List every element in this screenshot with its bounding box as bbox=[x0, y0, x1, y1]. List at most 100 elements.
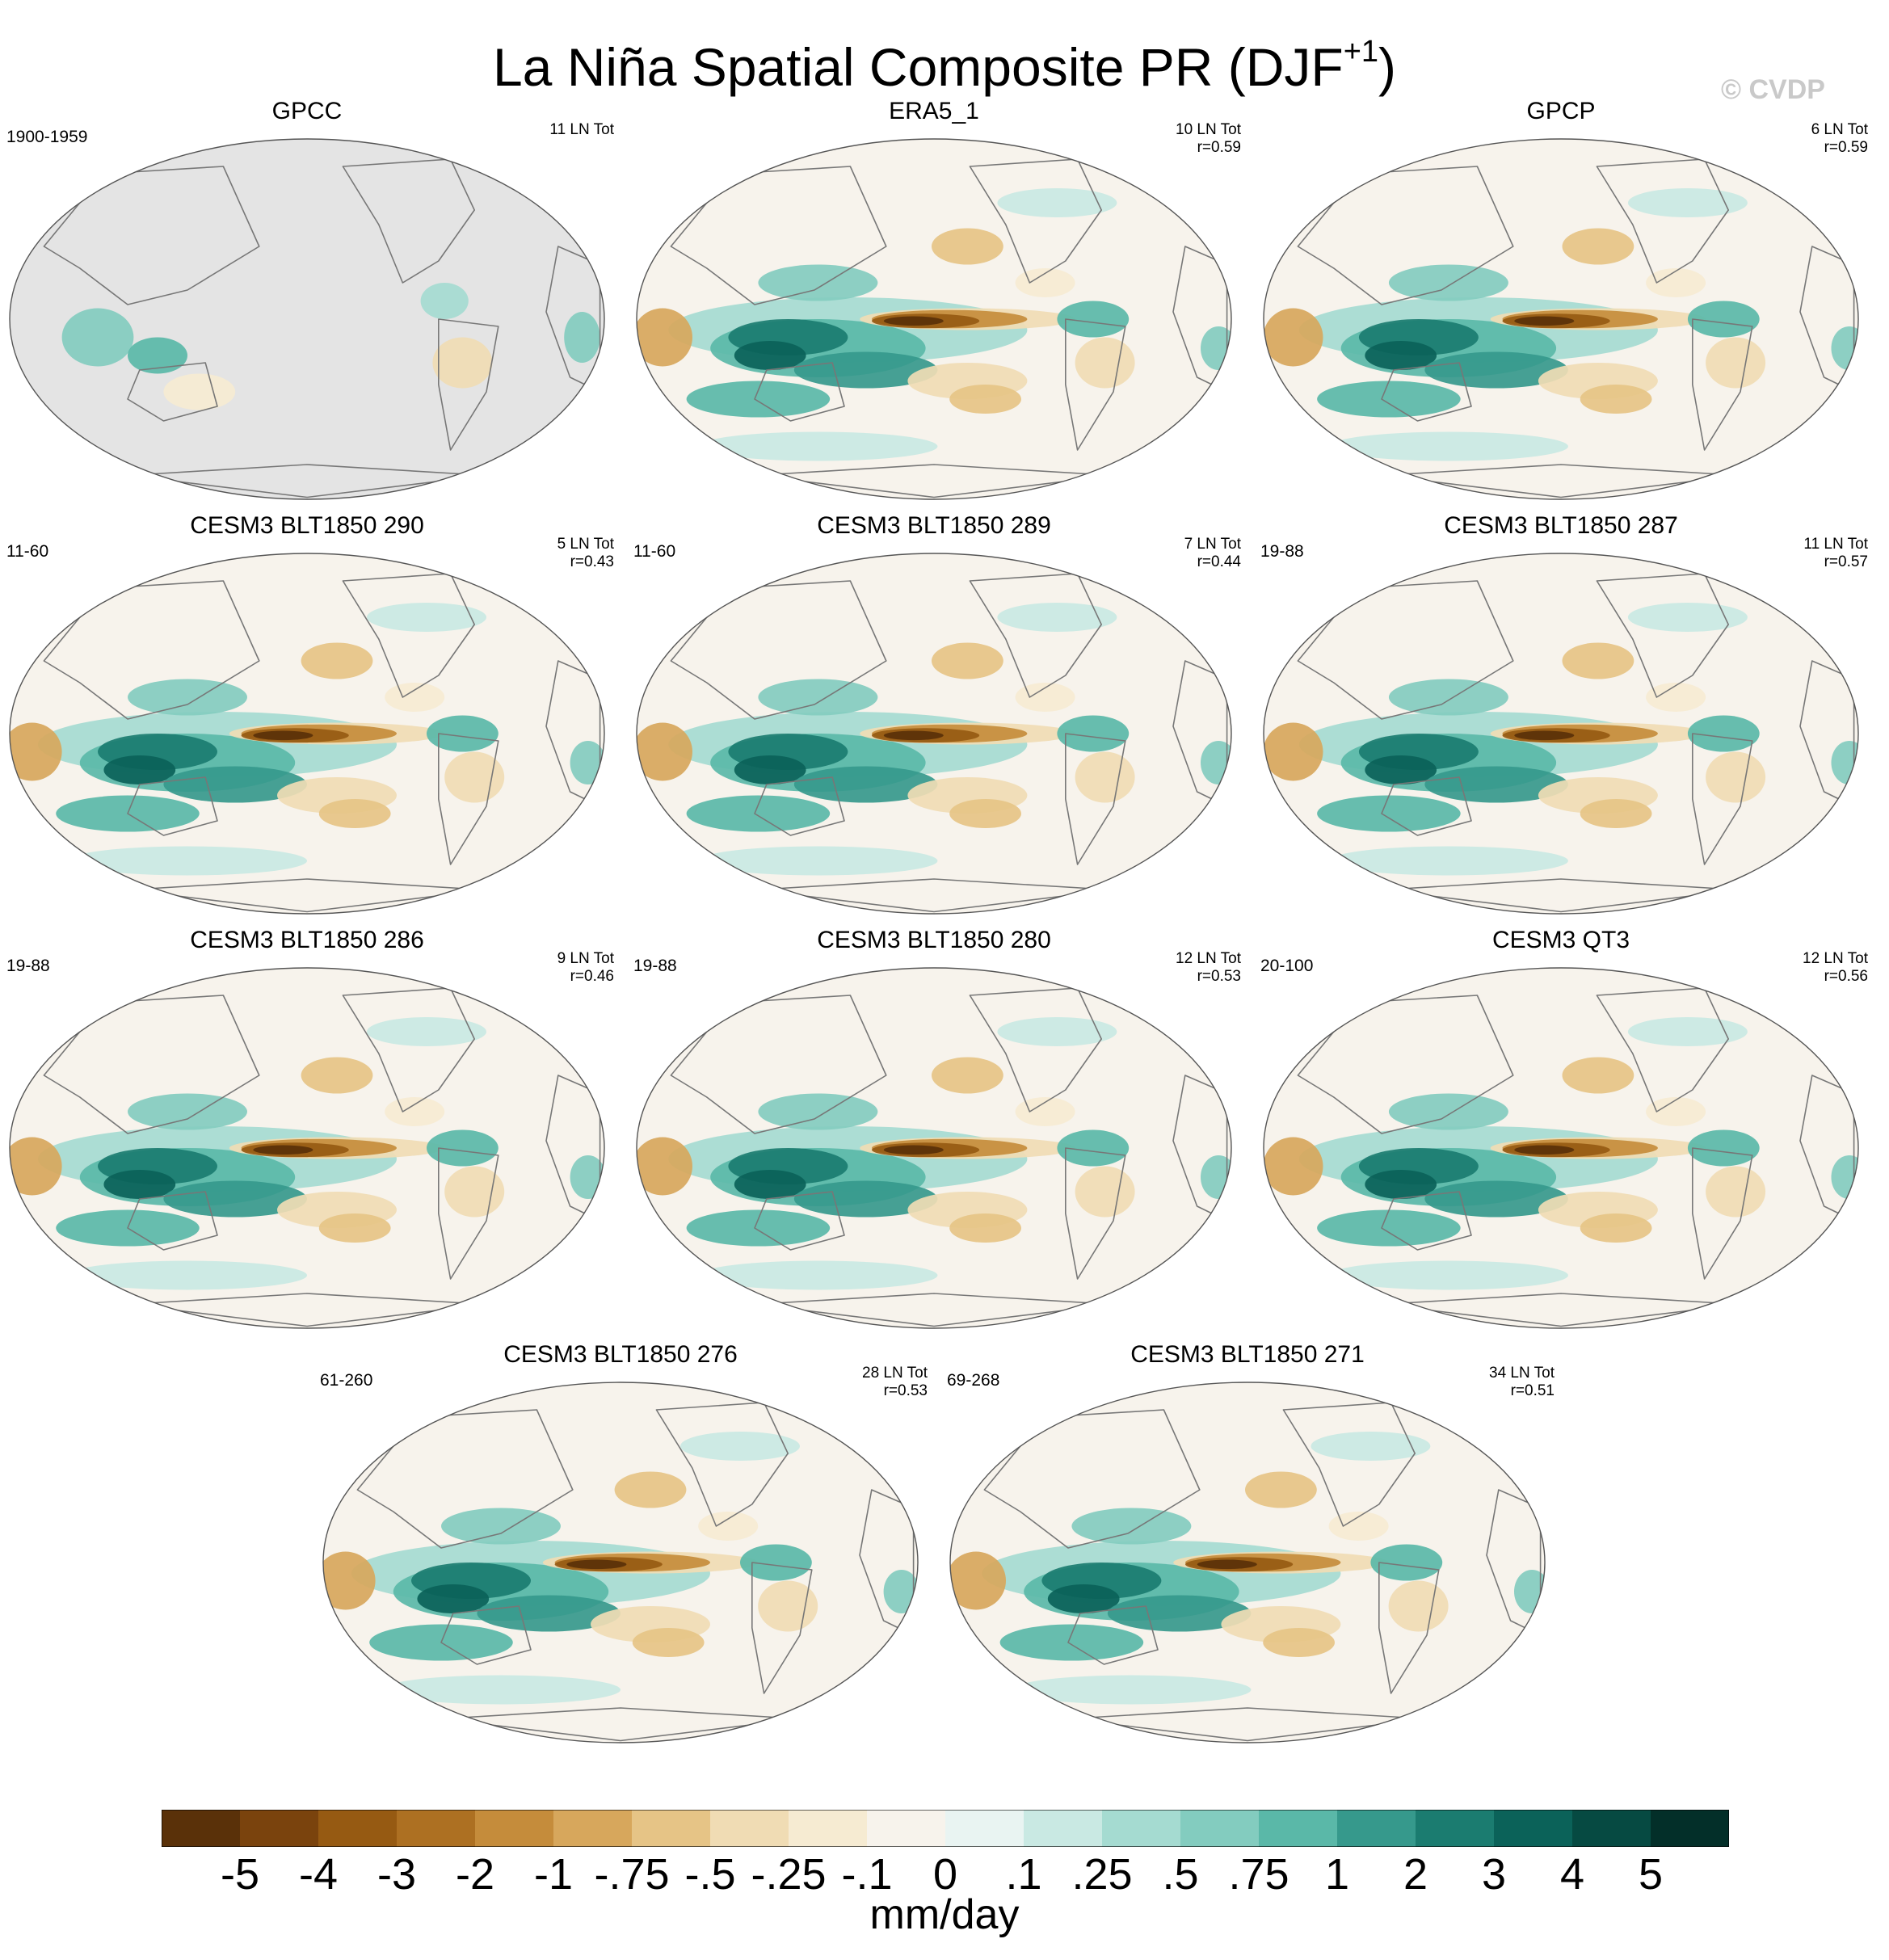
anomaly-region bbox=[10, 1137, 62, 1196]
map-outline bbox=[1263, 553, 1859, 915]
colorbar-swatch bbox=[1494, 1810, 1573, 1847]
panel-count-text: 11 LN Tot bbox=[1803, 536, 1868, 553]
panel-count-text: 9 LN Tot bbox=[557, 950, 614, 967]
map-outline bbox=[636, 967, 1232, 1329]
anomaly-region bbox=[1646, 268, 1706, 297]
colorbar-units: mm/day bbox=[869, 1891, 1020, 1938]
panel-correlation: r=0.56 bbox=[1824, 968, 1868, 985]
map-panel: CESM3 BLT1850 276 61-260 28 LN Tot r=0.53 bbox=[313, 1340, 928, 1744]
colorbar-swatch bbox=[1259, 1810, 1338, 1847]
anomaly-region bbox=[1263, 1628, 1335, 1657]
anomaly-region bbox=[103, 755, 176, 784]
anomaly-region bbox=[1317, 381, 1461, 418]
panel-years: 11-60 bbox=[6, 542, 49, 561]
anomaly-region bbox=[367, 1017, 486, 1046]
anomaly-region bbox=[128, 679, 247, 716]
anomaly-region bbox=[793, 1180, 938, 1218]
colorbar-swatch bbox=[945, 1810, 1024, 1847]
anomaly-region bbox=[637, 722, 692, 781]
colorbar-swatch bbox=[867, 1810, 946, 1847]
anomaly-region bbox=[734, 755, 806, 784]
anomaly-region bbox=[997, 188, 1117, 217]
anomaly-region bbox=[1328, 1512, 1389, 1541]
anomaly-region bbox=[1687, 715, 1760, 752]
precip-map bbox=[322, 1382, 919, 1743]
anomaly-region bbox=[698, 431, 938, 461]
panel-title: ERA5_1 bbox=[889, 98, 979, 124]
anomaly-region bbox=[381, 1675, 621, 1705]
anomaly-region bbox=[1264, 308, 1323, 367]
colorbar-tick-label: 0 bbox=[932, 1850, 958, 1899]
anomaly-region bbox=[1388, 679, 1508, 716]
anomaly-region bbox=[1370, 1544, 1443, 1581]
anomaly-region bbox=[163, 766, 307, 803]
anomaly-region bbox=[417, 1584, 490, 1613]
anomaly-region bbox=[1627, 188, 1748, 217]
panel-correlation: r=0.51 bbox=[1510, 1382, 1555, 1399]
anomaly-region bbox=[1627, 1017, 1748, 1046]
map-panel: CESM3 BLT1850 271 69-268 34 LN Tot r=0.51 bbox=[940, 1340, 1555, 1744]
anomaly-region bbox=[1047, 1584, 1120, 1613]
colorbar-swatch bbox=[240, 1810, 319, 1847]
colorbar-tick-label: -.5 bbox=[684, 1850, 736, 1899]
panel-count-text: 11 LN Tot bbox=[549, 121, 614, 138]
cvdp-credit: © CVDP bbox=[1721, 74, 1825, 105]
anomaly-region bbox=[999, 1624, 1144, 1661]
map-panel: CESM3 QT3 20-100 12 LN Tot r=0.56 bbox=[1254, 926, 1868, 1330]
anomaly-region bbox=[1245, 1471, 1317, 1508]
precip-map bbox=[9, 138, 605, 500]
panel-title: CESM3 BLT1850 271 bbox=[1130, 1341, 1365, 1368]
anomaly-region bbox=[698, 846, 938, 876]
panel-count-text: 6 LN Tot bbox=[1811, 121, 1868, 138]
anomaly-region bbox=[1562, 228, 1634, 265]
anomaly-region bbox=[1328, 431, 1568, 461]
anomaly-region bbox=[1201, 326, 1231, 370]
anomaly-region bbox=[950, 1551, 1006, 1610]
panel-event-count: 11 LN Tot r=0.57 bbox=[1803, 536, 1868, 571]
anomaly-region bbox=[932, 642, 1003, 679]
panel-title: CESM3 BLT1850 289 bbox=[817, 512, 1051, 539]
colorbar-tick-label: -4 bbox=[298, 1850, 338, 1899]
panel-event-count: 7 LN Tot r=0.44 bbox=[1184, 536, 1241, 571]
panel-title: CESM3 BLT1850 276 bbox=[503, 1341, 738, 1368]
anomaly-region bbox=[128, 1093, 247, 1130]
anomaly-region bbox=[1071, 1508, 1192, 1545]
panel-count-text: 5 LN Tot bbox=[557, 536, 614, 553]
colorbar-swatch bbox=[1180, 1810, 1260, 1847]
colorbar-tick-label: 2 bbox=[1403, 1850, 1428, 1899]
anomaly-region bbox=[367, 603, 486, 632]
anomaly-region bbox=[1706, 751, 1766, 803]
panel-correlation: r=0.43 bbox=[570, 553, 614, 570]
colorbar-swatch bbox=[553, 1810, 633, 1847]
anomaly-region bbox=[68, 846, 307, 876]
map-panel: CESM3 BLT1850 289 11-60 7 LN Tot r=0.44 bbox=[627, 511, 1241, 915]
panel-event-count: 34 LN Tot r=0.51 bbox=[1489, 1365, 1555, 1400]
anomaly-region bbox=[253, 730, 313, 741]
colorbar-tick-label: 1 bbox=[1324, 1850, 1350, 1899]
panel-event-count: 11 LN Tot bbox=[549, 121, 614, 139]
colorbar-swatch bbox=[475, 1810, 554, 1847]
figure-title-sup: +1 bbox=[1343, 35, 1379, 69]
precip-map bbox=[636, 138, 1232, 500]
anomaly-region bbox=[1580, 385, 1652, 414]
precip-map bbox=[1263, 967, 1859, 1329]
panel-correlation: r=0.59 bbox=[1197, 139, 1241, 156]
panel-correlation: r=0.57 bbox=[1824, 553, 1868, 570]
anomaly-region bbox=[997, 1017, 1117, 1046]
anomaly-region bbox=[1627, 603, 1748, 632]
panel-title: CESM3 QT3 bbox=[1491, 927, 1630, 953]
anomaly-region bbox=[301, 642, 373, 679]
panel-years: 19-88 bbox=[6, 957, 50, 975]
anomaly-region bbox=[163, 373, 236, 410]
anomaly-region bbox=[61, 308, 134, 367]
anomaly-region bbox=[1012, 1675, 1252, 1705]
anomaly-region bbox=[1646, 683, 1706, 712]
panel-correlation: r=0.59 bbox=[1824, 139, 1868, 156]
anomaly-region bbox=[564, 312, 600, 363]
anomaly-region bbox=[680, 1432, 800, 1461]
panel-title: GPCP bbox=[1526, 98, 1596, 124]
precip-map bbox=[636, 967, 1232, 1329]
panel-correlation: r=0.44 bbox=[1197, 553, 1241, 570]
anomaly-region bbox=[1328, 846, 1568, 876]
anomaly-region bbox=[68, 1260, 307, 1290]
